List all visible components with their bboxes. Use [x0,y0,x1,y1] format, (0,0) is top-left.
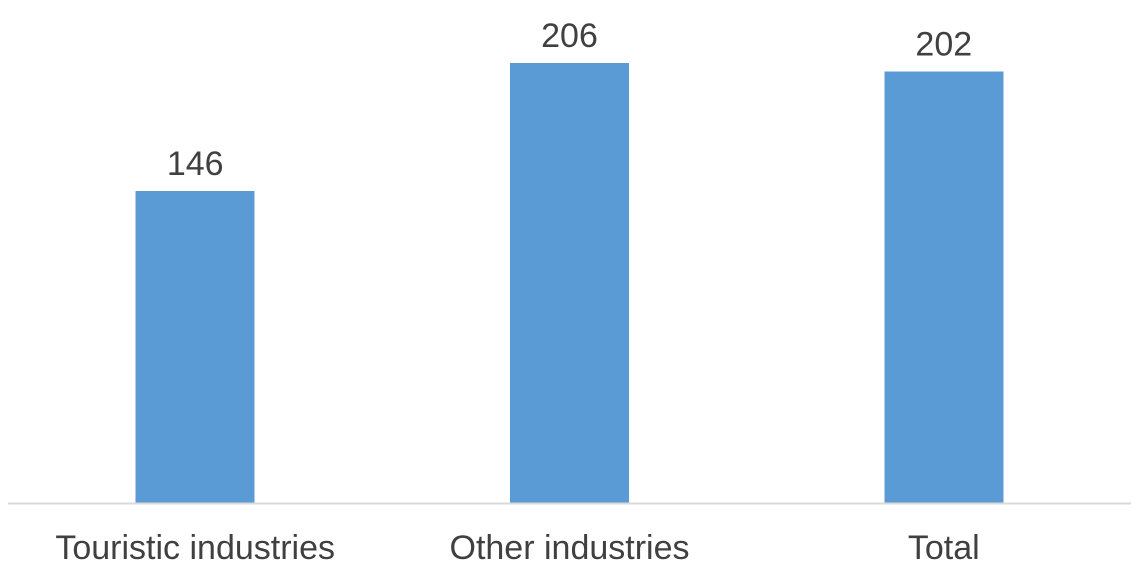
data-label-2: 206 [541,17,598,55]
data-label-1: 146 [167,145,224,183]
bars-group [135,63,1004,503]
bar-2 [510,63,629,503]
x-tick-labels-group: Touristic industries Other industries Tota… [55,529,979,562]
bar-3 [884,71,1004,503]
bar-1 [135,191,255,503]
x-tick-label-2: Other industries [450,529,690,562]
data-labels-group: 146 206 202 [167,17,972,183]
data-label-3: 202 [915,26,972,64]
x-tick-label-3: Total [908,529,980,562]
x-tick-label-1: Touristic industries [55,529,335,562]
